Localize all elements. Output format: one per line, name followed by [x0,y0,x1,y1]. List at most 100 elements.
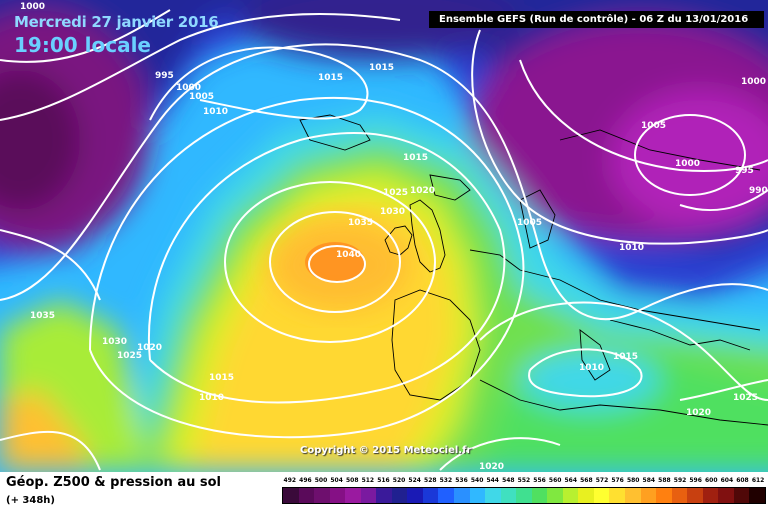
pressure-label: 1025 [733,393,758,403]
scale-tick-label: 596 [689,477,702,484]
pressure-label: 1005 [517,218,542,228]
scale-tick-label: 608 [736,477,749,484]
pressure-labels: 995 1000 1005 1010 1015 1015 1015 1025 1… [20,2,768,472]
scale-tick-label: 576 [611,477,624,484]
scale-color-cell [283,488,299,503]
scale-color-cell [640,488,657,503]
pressure-label: 1005 [189,92,214,102]
scale-tick-label: 556 [533,477,546,484]
scale-ticks: 492 496 500 504 508 512 516 520 524 528 532 536 540 5… [282,477,766,487]
weather-map: 995 1000 1005 1010 1015 1015 1015 1025 1… [0,0,768,472]
scale-tick-label: 552 [517,477,531,484]
scale-color-cell [718,488,734,503]
forecast-time: 19:00 locale [14,33,151,57]
pressure-label: 1035 [348,218,373,228]
pressure-label: 1020 [410,186,435,196]
pressure-label: 1015 [318,73,343,83]
scale-color-cell [593,488,610,503]
scale-color-cell [516,488,532,503]
pressure-label: 1030 [380,207,405,217]
scale-color-cell [360,488,377,503]
pressure-label: 1000 [741,77,766,87]
scale-tick-label: 584 [642,477,656,484]
scale-color-cell [562,488,579,503]
scale-color-cell [391,488,408,503]
scale-tick-label: 560 [548,477,562,484]
scale-tick-label: 496 [299,477,312,484]
scale-color-cell [454,488,470,503]
pressure-label: 1015 [209,373,234,383]
scale-color-cell [702,488,719,503]
forecast-date: Mercredi 27 janvier 2016 [14,13,219,31]
scale-color-cell [376,488,392,503]
scale-tick-label: 540 [470,477,484,484]
scale-tick-label: 500 [314,477,328,484]
pressure-label: 1005 [641,121,666,131]
scale-color-cell [500,488,517,503]
legend-panel: Géop. Z500 & pression au sol (+ 348h) 49… [0,472,768,512]
pressure-label: 1010 [199,393,224,403]
coastlines [299,114,768,426]
scale-tick-label: 580 [626,477,640,484]
scale-color-cell [345,488,361,503]
scale-color-cell [298,488,315,503]
pressure-label: 990 [749,186,768,196]
isobars [0,9,768,471]
geopotential-field: 995 1000 1005 1010 1015 1015 1015 1025 1… [0,0,768,472]
scale-color-cell [485,488,501,503]
pressure-label: 1010 [619,243,644,253]
scale-color-cell [407,488,423,503]
color-scale: 492 496 500 504 508 512 516 520 524 528 532 536 540 5… [282,477,766,504]
scale-tick-label: 604 [720,477,734,484]
pressure-label: 1020 [686,408,711,418]
forecast-hour: (+ 348h) [6,495,55,506]
pressure-label: 1000 [20,2,45,12]
pressure-label: 1030 [102,337,127,347]
pressure-label: 995 [735,166,754,176]
pressure-label: 1010 [579,363,604,373]
scale-tick-label: 532 [439,477,453,484]
scale-tick-label: 528 [424,477,437,484]
pressure-label: 1020 [137,343,162,353]
scale-tick-label: 544 [486,477,499,484]
pressure-label: 1035 [30,311,55,321]
pressure-label: 995 [155,71,174,81]
scale-color-cell [438,488,455,503]
pressure-label: 1025 [383,188,408,198]
scale-tick-label: 512 [361,477,375,484]
scale-tick-label: 520 [392,477,406,484]
model-run-banner: Ensemble GEFS (Run de contrôle) - 06 Z d… [429,11,764,28]
scale-tick-label: 508 [345,477,359,484]
scale-tick-label: 572 [595,477,609,484]
scale-tick-label: 492 [283,477,297,484]
scale-tick-label: 600 [704,477,718,484]
scale-color-cell [422,488,439,503]
scale-tick-label: 588 [658,477,671,484]
scale-tick-label: 564 [564,477,578,484]
scale-tick-label: 504 [330,477,343,484]
scale-tick-label: 548 [502,477,515,484]
pressure-label: 1040 [336,250,361,260]
scale-tick-label: 568 [580,477,593,484]
pressure-label: 1025 [117,351,142,361]
scale-color-cell [733,488,750,503]
scale-color-cell [609,488,626,503]
copyright: Copyright © 2015 Meteociel.fr [300,445,472,456]
pressure-label: 1015 [613,352,638,362]
pressure-label: 1020 [479,462,504,472]
pressure-label: 1000 [176,83,201,93]
scale-color-cell [656,488,672,503]
pressure-label: 1015 [403,153,428,163]
field-title: Géop. Z500 & pression au sol [6,475,221,490]
scale-color-cell [547,488,563,503]
scale-color-cell [469,488,486,503]
pressure-label: 1010 [203,107,228,117]
scale-bar [282,487,766,504]
scale-color-cell [671,488,688,503]
scale-color-cell [625,488,641,503]
scale-tick-label: 524 [408,477,421,484]
scale-tick-label: 536 [455,477,468,484]
scale-color-cell [329,488,346,503]
scale-color-cell [578,488,594,503]
scale-color-cell [314,488,330,503]
